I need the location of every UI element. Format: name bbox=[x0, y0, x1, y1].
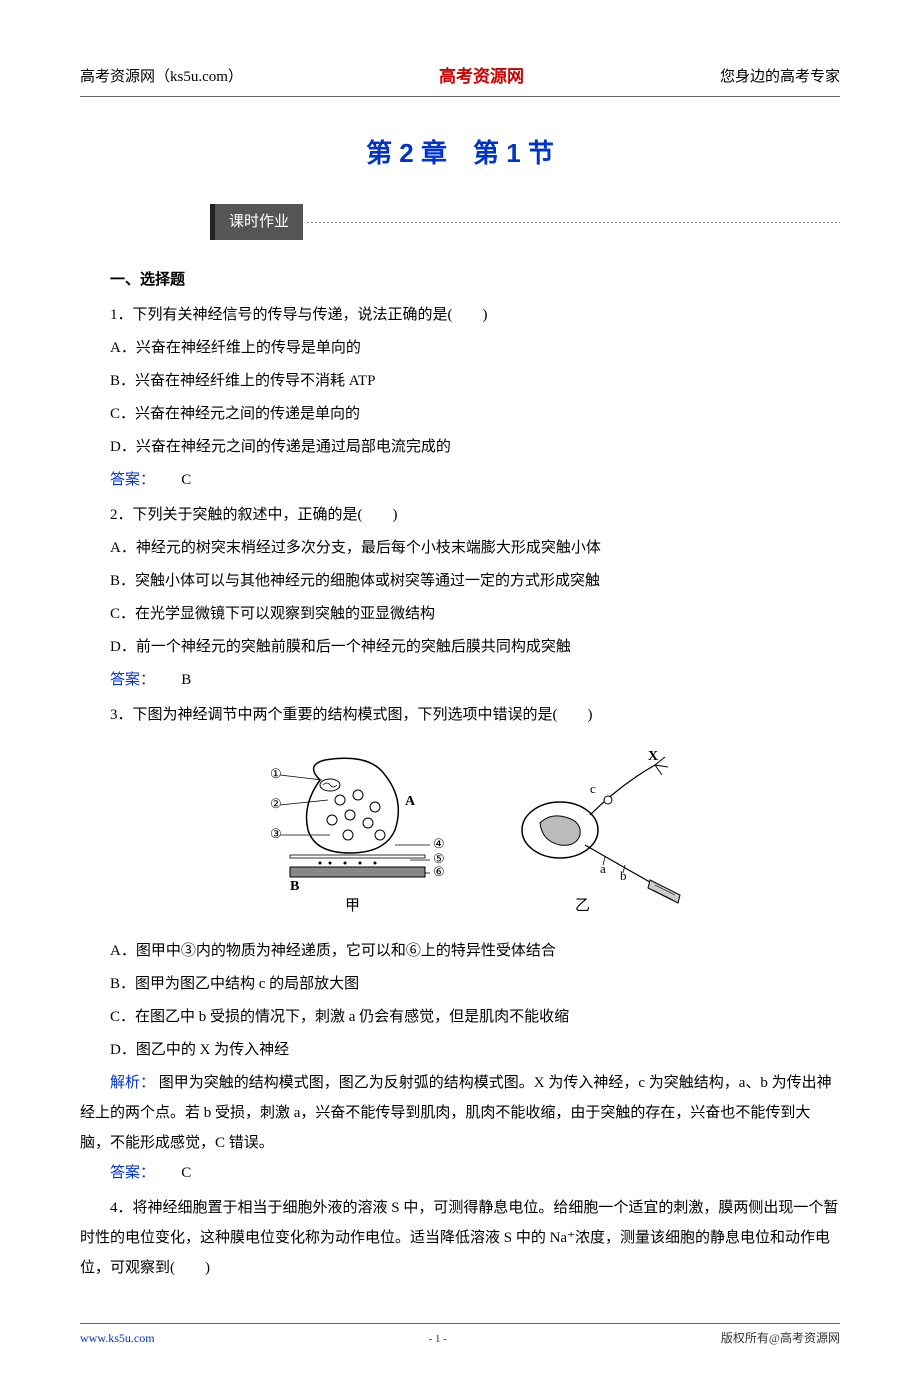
q2-option-b: B．突触小体可以与其他神经元的细胞体或树突等通过一定的方式形成突触 bbox=[80, 566, 840, 596]
q1-stem: 1．下列有关神经信号的传导与传递，说法正确的是( ) bbox=[80, 300, 840, 330]
explain-label: 解析： bbox=[110, 1075, 155, 1091]
yi-label: 乙 bbox=[575, 898, 590, 914]
chapter-title: 第 2 章 第 1 节 bbox=[80, 127, 840, 179]
q1-option-a: A．兴奋在神经纤维上的传导是单向的 bbox=[80, 333, 840, 363]
q3-stem: 3．下图为神经调节中两个重要的结构模式图，下列选项中错误的是( ) bbox=[80, 700, 840, 730]
label-3: ③ bbox=[270, 826, 282, 841]
answer-label: 答案： bbox=[110, 472, 155, 488]
section-heading: 一、选择题 bbox=[80, 265, 840, 295]
label-a: a bbox=[600, 861, 606, 876]
diagram-yi: X c a b 乙 bbox=[522, 749, 680, 914]
q2-option-a: A．神经元的树突末梢经过多次分支，最后每个小枝末端膨大形成突触小体 bbox=[80, 533, 840, 563]
answer-label: 答案： bbox=[110, 672, 155, 688]
q2-answer: 答案： B bbox=[80, 665, 840, 695]
section-label-line bbox=[307, 222, 840, 223]
q3-option-b: B．图甲为图乙中结构 c 的局部放大图 bbox=[80, 969, 840, 999]
q1-answer: 答案： C bbox=[80, 465, 840, 495]
label-A: A bbox=[405, 794, 416, 809]
q1-option-b: B．兴奋在神经纤维上的传导不消耗 ATP bbox=[80, 366, 840, 396]
footer-url: www.ks5u.com bbox=[80, 1326, 155, 1350]
explain-text: 图甲为突触的结构模式图，图乙为反射弧的结构模式图。X 为传入神经，c 为突触结构… bbox=[80, 1075, 832, 1151]
q3-explanation: 解析： 图甲为突触的结构模式图，图乙为反射弧的结构模式图。X 为传入神经，c 为… bbox=[80, 1068, 840, 1158]
answer-value: B bbox=[181, 672, 191, 688]
section-label-text: 课时作业 bbox=[210, 204, 303, 240]
q1-option-d: D．兴奋在神经元之间的传递是通过局部电流完成的 bbox=[80, 432, 840, 462]
answer-label: 答案： bbox=[110, 1165, 155, 1181]
label-4: ④ bbox=[433, 836, 445, 851]
q3-option-a: A．图甲中③内的物质为神经递质，它可以和⑥上的特异性受体结合 bbox=[80, 936, 840, 966]
label-2: ② bbox=[270, 796, 282, 811]
header-tagline: 您身边的高考专家 bbox=[720, 62, 840, 92]
label-6: ⑥ bbox=[433, 864, 445, 879]
header-brand: 高考资源网 bbox=[439, 60, 524, 94]
label-c: c bbox=[590, 781, 596, 796]
page-footer: www.ks5u.com - 1 - 版权所有@高考资源网 bbox=[80, 1323, 840, 1350]
header-source: 高考资源网（ks5u.com） bbox=[80, 62, 243, 92]
page-header: 高考资源网（ks5u.com） 高考资源网 您身边的高考专家 bbox=[80, 60, 840, 97]
q4-stem: 4．将神经细胞置于相当于细胞外液的溶液 S 中，可测得静息电位。给细胞一个适宜的… bbox=[80, 1193, 840, 1283]
q2-option-d: D．前一个神经元的突触前膜和后一个神经元的突触后膜共同构成突触 bbox=[80, 632, 840, 662]
q3-option-d: D．图乙中的 X 为传入神经 bbox=[80, 1035, 840, 1065]
section-label-bar: 课时作业 bbox=[210, 204, 840, 240]
answer-value: C bbox=[181, 472, 191, 488]
label-X: X bbox=[648, 749, 658, 764]
label-1: ① bbox=[270, 766, 282, 781]
diagram-svg: ① ② ③ ④ ⑤ ⑥ A B 甲 X bbox=[230, 745, 690, 915]
q3-figure: ① ② ③ ④ ⑤ ⑥ A B 甲 X bbox=[80, 745, 840, 926]
jia-label: 甲 bbox=[345, 898, 360, 914]
q3-option-c: C．在图乙中 b 受损的情况下，刺激 a 仍会有感觉，但是肌肉不能收缩 bbox=[80, 1002, 840, 1032]
q2-option-c: C．在光学显微镜下可以观察到突触的亚显微结构 bbox=[80, 599, 840, 629]
q3-answer: 答案： C bbox=[80, 1158, 840, 1188]
answer-value: C bbox=[181, 1165, 191, 1181]
q2-stem: 2．下列关于突触的叙述中，正确的是( ) bbox=[80, 500, 840, 530]
footer-copyright: 版权所有@高考资源网 bbox=[721, 1326, 840, 1350]
diagram-jia: ① ② ③ ④ ⑤ ⑥ A B 甲 bbox=[270, 758, 445, 914]
q1-option-c: C．兴奋在神经元之间的传递是单向的 bbox=[80, 399, 840, 429]
label-B: B bbox=[290, 879, 299, 894]
label-b: b bbox=[620, 868, 627, 883]
footer-page-number: - 1 - bbox=[429, 1328, 447, 1350]
